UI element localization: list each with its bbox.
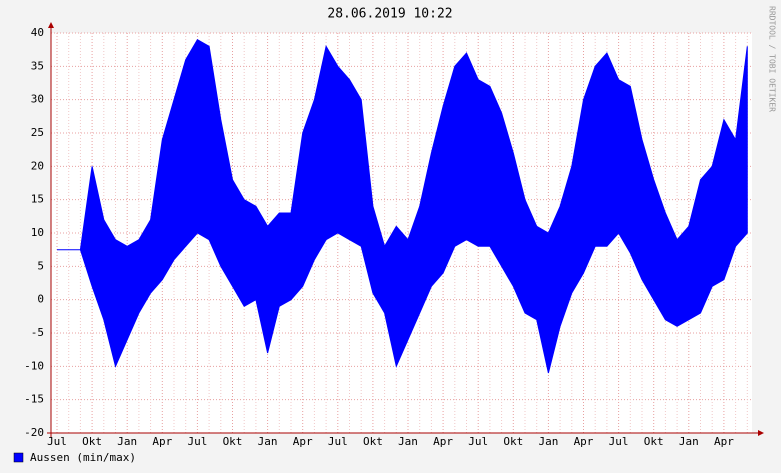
x-tick-label: Okt — [503, 435, 523, 448]
range-area — [57, 39, 748, 374]
x-tick-label: Jan — [117, 435, 137, 448]
x-tick-label: Jul — [468, 435, 488, 448]
x-tick-label: Jul — [328, 435, 348, 448]
x-tick-label: Jan — [258, 435, 278, 448]
x-tick-label: Apr — [574, 435, 594, 448]
x-tick-label: Okt — [644, 435, 664, 448]
x-tick-label: Apr — [714, 435, 734, 448]
watermark: RRDTOOL / TOBI OETIKER — [768, 6, 777, 112]
chart-title: 28.06.2019 10:22 — [327, 7, 452, 22]
y-tick-label: 40 — [31, 26, 44, 39]
x-tick-label: Apr — [152, 435, 172, 448]
x-tick-label: Okt — [82, 435, 102, 448]
x-tick-label: Okt — [363, 435, 383, 448]
y-tick-label: 20 — [31, 159, 44, 172]
y-tick-label: -20 — [24, 426, 44, 439]
x-tick-label: Apr — [293, 435, 313, 448]
axes — [47, 22, 764, 437]
y-tick-label: 15 — [31, 193, 44, 206]
y-tick-label: 0 — [37, 293, 44, 306]
y-tick-label: -15 — [24, 393, 44, 406]
y-tick-label: 5 — [37, 259, 44, 272]
x-tick-label: Jan — [679, 435, 699, 448]
y-tick-label: -5 — [31, 326, 44, 339]
x-tick-label: Jan — [398, 435, 418, 448]
x-tick-label: Jul — [609, 435, 629, 448]
y-tick-label: 25 — [31, 126, 44, 139]
y-tick-label: 10 — [31, 226, 44, 239]
x-arrow — [758, 430, 764, 436]
x-tick-label: Jan — [538, 435, 558, 448]
y-tick-label: 30 — [31, 93, 44, 106]
x-tick-label: Jul — [47, 435, 67, 448]
x-tick-label: Apr — [433, 435, 453, 448]
x-tick-label: Jul — [187, 435, 207, 448]
y-arrow — [48, 22, 54, 28]
legend-swatch — [13, 452, 24, 463]
marks — [57, 39, 748, 374]
y-tick-label: -10 — [24, 359, 44, 372]
x-tick-label: Okt — [223, 435, 243, 448]
y-tick-label: 35 — [31, 59, 44, 72]
legend-label: Aussen (min/max) — [30, 451, 136, 464]
